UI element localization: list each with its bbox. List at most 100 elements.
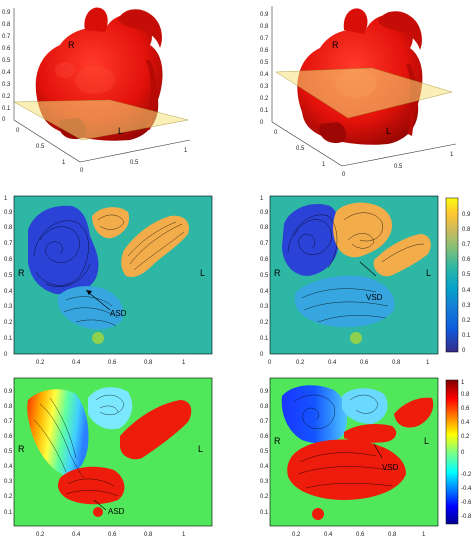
asd-label: ASD (110, 309, 127, 318)
flow-panel-bottom-left: R L ASD (13, 377, 213, 527)
red-strip (344, 424, 397, 443)
tick: 0.5 (260, 273, 269, 279)
tick: 0.4 (328, 360, 337, 366)
cyan-vortex (342, 388, 388, 424)
asd-label: ASD (108, 507, 125, 516)
tick: 1 (450, 152, 454, 158)
tick: 0 (260, 352, 264, 358)
tick: 0.5 (260, 60, 269, 66)
tick: 0 (2, 117, 6, 123)
tick: -0.4 (461, 486, 472, 492)
tick: 0.4 (461, 420, 470, 426)
mid-right-x-ticks: 0 0.2 0.4 0.6 0.8 1 (268, 360, 430, 366)
tick: 0.2 (462, 318, 471, 324)
tick: 0.5 (394, 164, 403, 170)
parula-ticks: 0 0.1 0.2 0.3 0.4 0.5 0.6 0.7 0.8 0.9 (462, 212, 471, 354)
label-l: L (118, 126, 123, 136)
tick: 0.3 (462, 303, 471, 309)
tick: -0.8 (461, 514, 472, 520)
tick: 0.5 (296, 146, 305, 152)
mid-left-y-ticks: 0 0.1 0.2 0.3 0.4 0.5 0.6 0.7 0.8 0.9 1 (4, 196, 13, 358)
tick: 0.6 (260, 48, 269, 54)
tick: 0.5 (260, 449, 269, 455)
tick: 0.6 (108, 532, 117, 538)
heart-left-x-ticks: 0 0.5 1 (80, 148, 188, 174)
tick: 0.8 (260, 24, 269, 30)
label-l: L (424, 436, 429, 446)
asd-pointer (93, 499, 107, 511)
tick: 0 (461, 450, 465, 456)
tick: 0.5 (4, 273, 13, 279)
jet-plume (27, 389, 89, 476)
tick: 0.7 (4, 241, 13, 247)
tick: 0.7 (260, 419, 269, 425)
mid-right-y-ticks: 0 0.1 0.2 0.3 0.4 0.5 0.6 0.7 0.8 0.9 1 (260, 196, 269, 358)
tick: 1 (426, 360, 430, 366)
tick: 0.1 (4, 510, 13, 516)
flow-panel-bottom-right: R L VSD (269, 377, 439, 527)
tick: 0.2 (2, 94, 11, 100)
colorbar-parula: 0 0.1 0.2 0.3 0.4 0.5 0.6 0.7 0.8 0.9 (445, 197, 471, 354)
label-r: R (18, 444, 25, 454)
tick: 0.2 (4, 320, 13, 326)
tick: 0.2 (292, 532, 301, 538)
bottom-left-x-ticks: 0.2 0.4 0.6 0.8 1 (36, 532, 186, 538)
tick: 0.9 (260, 210, 269, 216)
tick: 0.8 (462, 227, 471, 233)
tick: 0.3 (260, 479, 269, 485)
label-l: L (198, 444, 203, 454)
tick: 0.5 (130, 160, 139, 166)
arrow-head-icon (86, 290, 92, 295)
red-chamber-bottom (287, 439, 406, 500)
blue-vortex (281, 385, 348, 444)
tick: 0.5 (36, 144, 45, 150)
mid-left-x-ticks: 0.2 0.4 0.6 0.8 1 (36, 360, 186, 366)
heart-panel-right: 0 0.1 0.2 0.3 0.4 0.5 0.6 0.7 0.8 0.9 0 … (260, 6, 457, 178)
tick: 0.4 (462, 288, 471, 294)
vsd-label: VSD (366, 293, 383, 302)
tick: 0.9 (4, 389, 13, 395)
tick: 0 (268, 360, 272, 366)
tick: 0.9 (260, 389, 269, 395)
tick: 0.9 (260, 12, 269, 18)
light-blue-chamber (57, 286, 124, 330)
streamlines (33, 214, 185, 327)
small-vessel (350, 332, 362, 344)
bottom-right-y-ticks: 0.1 0.2 0.3 0.4 0.5 0.6 0.7 0.8 0.9 (260, 389, 269, 516)
tick: 0.5 (462, 272, 471, 278)
streamlines (33, 394, 125, 497)
tick: 0.4 (4, 289, 13, 295)
tick: 0.8 (144, 532, 153, 538)
tick: 0.2 (296, 360, 305, 366)
tick: 0.6 (4, 257, 13, 263)
tick: 0 (342, 172, 346, 178)
tick: 0.2 (260, 320, 269, 326)
heart-left-z-ticks: 0 0.1 0.2 0.3 0.4 0.5 0.6 0.7 0.8 0.9 (2, 10, 11, 123)
blue-chamber (282, 204, 341, 276)
tick: -0.2 (461, 472, 472, 478)
red-chamber-right (394, 397, 434, 428)
tick: 0.7 (462, 242, 471, 248)
small-vessel (93, 507, 103, 517)
vsd-label: VSD (382, 463, 399, 472)
vsd-pointer (373, 443, 383, 459)
tick: 0.8 (260, 225, 269, 231)
tick: 0.6 (2, 46, 11, 52)
heart-right-y-ticks: 0 0.5 1 (274, 130, 326, 168)
tick: 0.8 (4, 404, 13, 410)
tick: 0.6 (360, 360, 369, 366)
tick: 1 (260, 196, 264, 202)
tick: 0.3 (260, 304, 269, 310)
label-r: R (68, 40, 75, 50)
label-r: R (274, 268, 281, 278)
small-vessel (312, 508, 324, 520)
tick: 0.6 (260, 434, 269, 440)
bottom-right-x-ticks: 0.2 0.4 0.6 0.8 1 (292, 532, 426, 538)
tick: 0.8 (4, 225, 13, 231)
tick: 0.2 (36, 360, 45, 366)
tick: 0.9 (4, 210, 13, 216)
tick: 1 (4, 196, 8, 202)
flow-panel-mid-right: R L VSD (269, 195, 439, 355)
vsd-pointer (359, 261, 377, 277)
tick: 0.1 (462, 333, 471, 339)
